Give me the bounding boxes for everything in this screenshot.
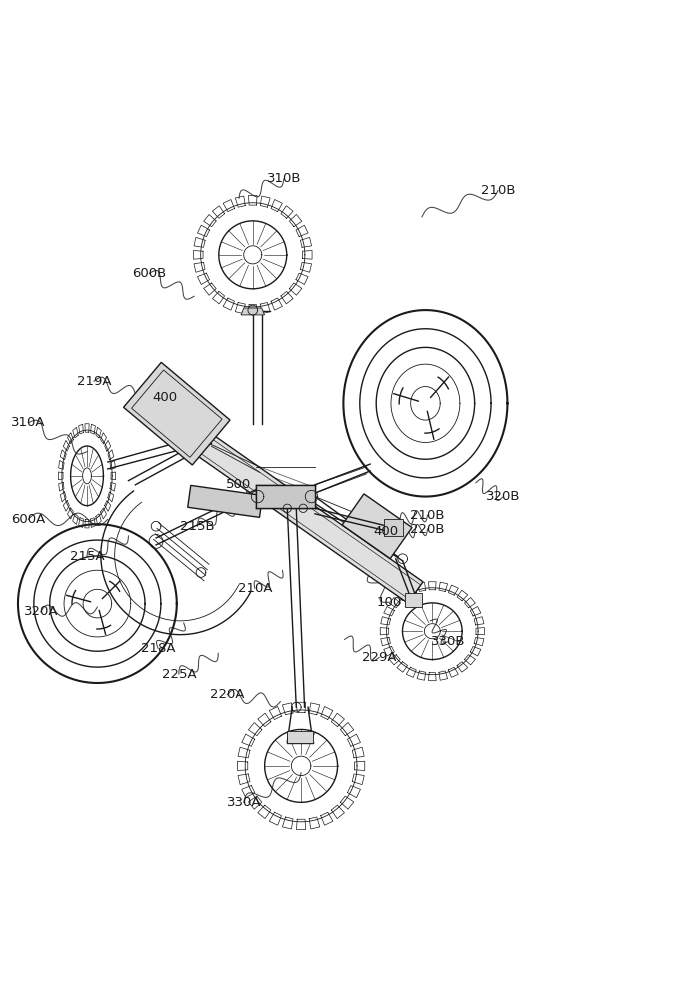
Text: 310A: 310A [11, 416, 46, 429]
Text: 220B: 220B [410, 523, 445, 536]
Text: 600B: 600B [132, 267, 166, 280]
Text: 218A: 218A [141, 642, 175, 655]
Polygon shape [256, 485, 315, 508]
Polygon shape [124, 362, 230, 465]
Text: 500: 500 [226, 478, 252, 491]
Text: 320A: 320A [24, 605, 58, 618]
Polygon shape [405, 593, 422, 607]
Polygon shape [342, 494, 412, 559]
Text: 330B: 330B [431, 635, 466, 648]
Text: 400: 400 [152, 391, 178, 404]
Text: 215B: 215B [180, 520, 215, 533]
Text: 330A: 330A [226, 796, 261, 809]
Text: 210B: 210B [410, 509, 445, 522]
Text: 210B: 210B [481, 184, 515, 197]
Polygon shape [193, 431, 423, 603]
Text: 400: 400 [374, 525, 399, 538]
Text: 215A: 215A [70, 550, 104, 563]
Text: 310B: 310B [266, 172, 301, 185]
Text: 220A: 220A [210, 688, 244, 701]
Text: 100: 100 [376, 596, 401, 609]
Polygon shape [287, 731, 313, 743]
Text: 600A: 600A [11, 513, 46, 526]
Text: 225A: 225A [161, 668, 197, 681]
Text: 219A: 219A [77, 375, 111, 388]
Text: 320B: 320B [486, 490, 520, 503]
Polygon shape [188, 485, 262, 517]
Text: 210A: 210A [237, 582, 272, 595]
Text: 229A: 229A [362, 651, 397, 664]
Polygon shape [241, 308, 264, 315]
Polygon shape [384, 519, 403, 536]
